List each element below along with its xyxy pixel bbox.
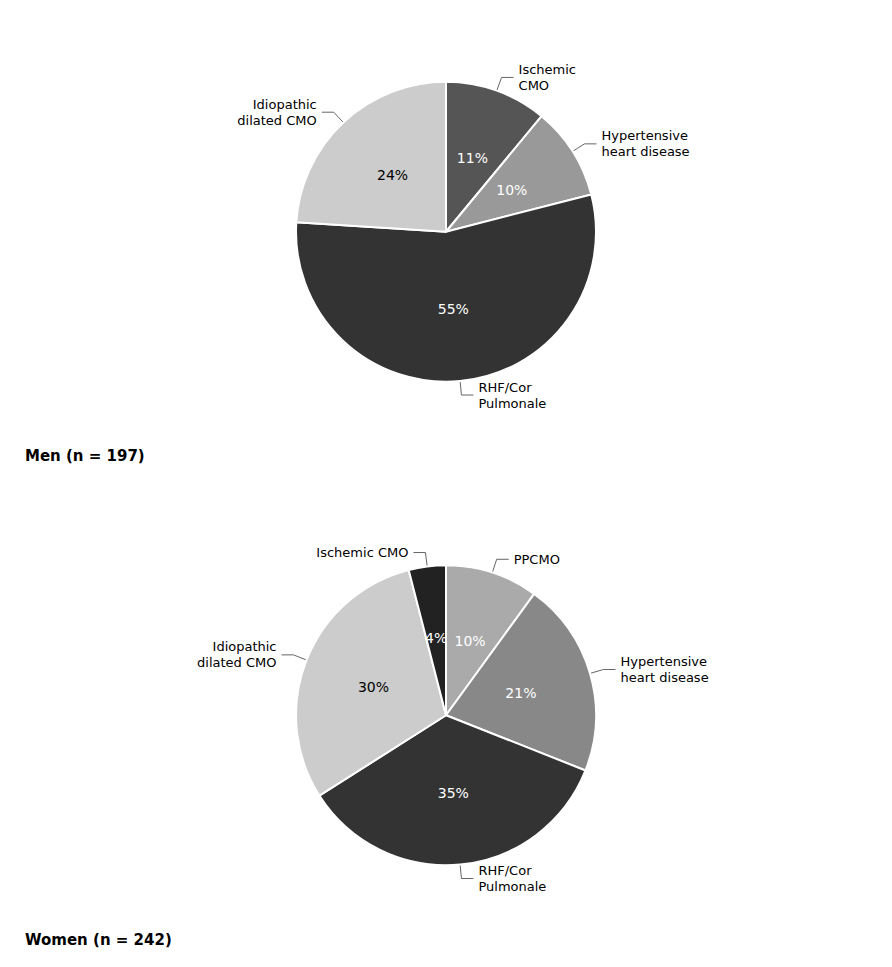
svg-text:Women (n = 242): Women (n = 242) bbox=[25, 931, 172, 949]
svg-text:Ischemic: Ischemic bbox=[519, 62, 576, 77]
svg-text:PPCMO: PPCMO bbox=[514, 552, 560, 567]
svg-text:Idiopathic: Idiopathic bbox=[253, 97, 317, 112]
svg-text:Idiopathic: Idiopathic bbox=[213, 639, 277, 654]
svg-text:4%: 4% bbox=[425, 630, 447, 646]
svg-text:RHF/Cor: RHF/Cor bbox=[478, 863, 532, 878]
svg-text:CMO: CMO bbox=[519, 78, 550, 93]
svg-text:Hypertensive: Hypertensive bbox=[601, 128, 687, 143]
svg-text:heart disease: heart disease bbox=[620, 670, 708, 685]
svg-text:35%: 35% bbox=[438, 785, 469, 801]
svg-text:dilated CMO: dilated CMO bbox=[237, 113, 316, 128]
svg-text:21%: 21% bbox=[505, 685, 536, 701]
svg-text:heart disease: heart disease bbox=[601, 144, 689, 159]
svg-text:Ischemic CMO: Ischemic CMO bbox=[316, 545, 408, 560]
svg-text:Pulmonale: Pulmonale bbox=[478, 879, 546, 894]
svg-text:11%: 11% bbox=[457, 150, 488, 166]
svg-text:10%: 10% bbox=[455, 633, 486, 649]
svg-text:dilated CMO: dilated CMO bbox=[197, 655, 276, 670]
svg-text:Hypertensive: Hypertensive bbox=[620, 654, 706, 669]
svg-text:RHF/Cor: RHF/Cor bbox=[478, 380, 532, 395]
svg-text:10%: 10% bbox=[496, 182, 527, 198]
svg-text:Pulmonale: Pulmonale bbox=[478, 396, 546, 411]
svg-text:55%: 55% bbox=[438, 301, 469, 317]
svg-text:24%: 24% bbox=[377, 167, 408, 183]
svg-text:Men (n = 197): Men (n = 197) bbox=[25, 447, 145, 465]
svg-text:30%: 30% bbox=[358, 679, 389, 695]
